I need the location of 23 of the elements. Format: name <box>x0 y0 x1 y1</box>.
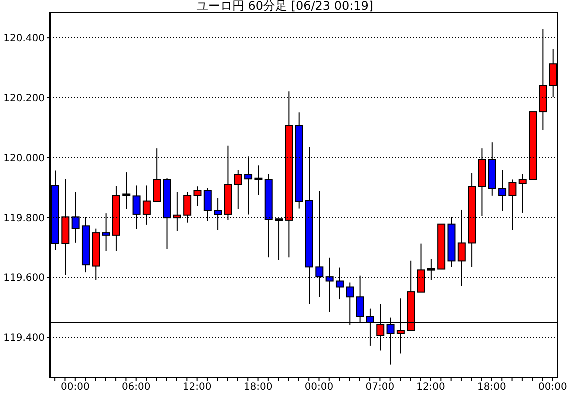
y-tick-label: 120.200 <box>4 94 45 105</box>
x-tick-label: 12:00 <box>416 382 446 394</box>
y-tick-label: 120.000 <box>4 153 45 164</box>
x-tick-label: 07:00 <box>366 382 395 394</box>
y-tick-label: 119.600 <box>4 273 45 284</box>
candlestick <box>194 186 202 207</box>
x-tick-label: 18:00 <box>244 382 273 394</box>
candlestick <box>122 172 131 210</box>
x-tick-label: 06:00 <box>122 382 151 394</box>
candlestick <box>518 174 527 214</box>
x-tick-label: 00:00 <box>538 382 568 394</box>
x-tick-label: 00:00 <box>60 382 90 394</box>
y-tick-label: 119.800 <box>4 213 45 224</box>
chart-title: ユーロ円 60分足 [06/23 00:19] <box>195 0 375 13</box>
y-tick-label: 120.400 <box>4 34 45 45</box>
x-tick-label: 00:00 <box>304 382 334 394</box>
x-tick-label: 12:00 <box>182 382 212 394</box>
candlestick <box>254 165 263 196</box>
candlestick <box>234 170 242 210</box>
candlestick <box>549 48 558 98</box>
candlestick <box>498 170 507 212</box>
y-tick-label: 119.400 <box>4 333 45 344</box>
x-tick-label: 18:00 <box>478 382 506 394</box>
